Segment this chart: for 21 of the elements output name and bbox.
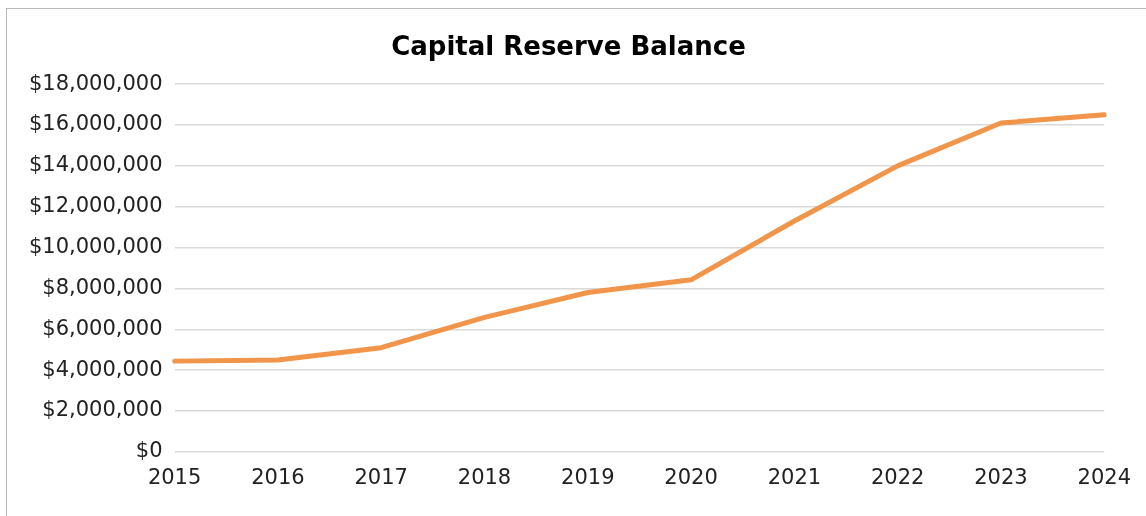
- y-tick-label: $4,000,000: [42, 356, 163, 381]
- x-tick-label: 2020: [664, 464, 718, 489]
- x-tick-label: 2015: [147, 464, 202, 489]
- x-tick-label: 2021: [767, 464, 822, 489]
- y-tick-label: $6,000,000: [42, 315, 163, 340]
- y-tick-label: $16,000,000: [28, 111, 163, 136]
- y-tick-label: $2,000,000: [42, 397, 163, 422]
- y-tick-label: $14,000,000: [28, 152, 163, 177]
- x-tick-label: 2023: [974, 464, 1028, 489]
- x-tick-label: 2022: [870, 464, 925, 489]
- x-tick-label: 2019: [561, 464, 615, 489]
- y-tick-label: $10,000,000: [28, 234, 163, 259]
- y-tick-label: $8,000,000: [42, 274, 163, 299]
- y-tick-label: $18,000,000: [28, 70, 163, 95]
- chart-title: Capital Reserve Balance: [391, 31, 746, 62]
- y-tick-label: $0: [135, 438, 163, 463]
- y-tick-label: $12,000,000: [28, 193, 163, 218]
- x-tick-label: 2018: [457, 464, 512, 489]
- x-tick-label: 2017: [354, 464, 408, 489]
- x-tick-label: 2016: [251, 464, 305, 489]
- x-tick-label: 2024: [1077, 464, 1131, 489]
